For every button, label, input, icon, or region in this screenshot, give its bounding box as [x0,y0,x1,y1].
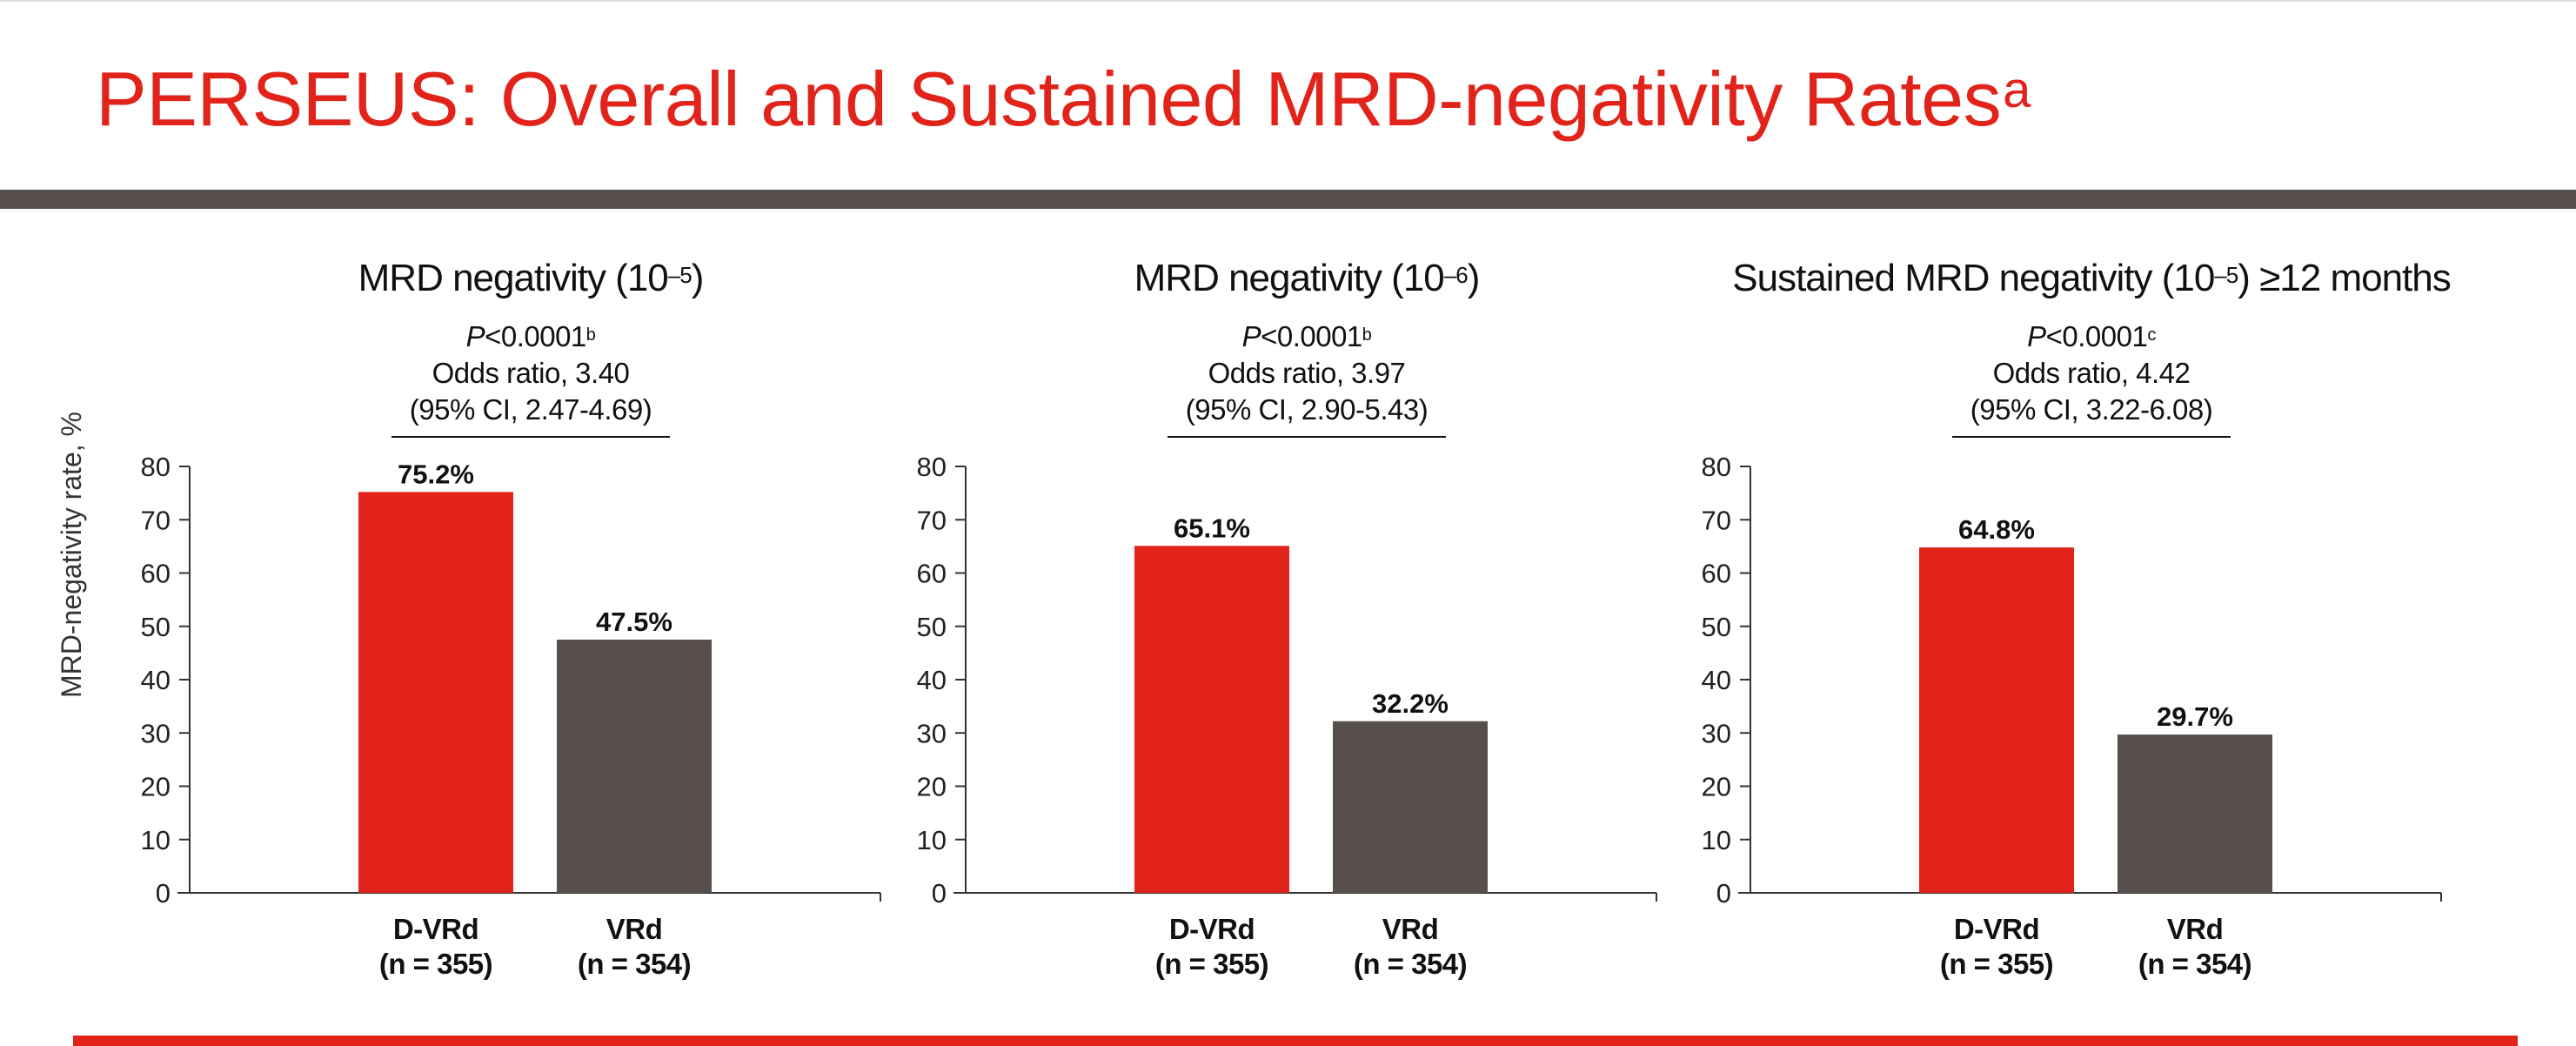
y-tick-label: 50 [917,612,947,642]
y-tick-label: 50 [1702,612,1731,642]
y-tick-label: 70 [1702,505,1731,535]
bar-vrd [1333,721,1488,893]
panel-title: MRD negativity (10–5) [358,257,705,299]
y-axis-label: MRD-negativity rate, % [56,412,87,698]
data-label: 32.2% [1372,688,1449,719]
y-tick-label: 20 [917,772,947,802]
y-tick-label: 50 [141,612,171,642]
data-label: 64.8% [1958,514,2035,545]
odds-ratio: Odds ratio, 4.42 [1992,357,2191,389]
y-tick-label: 0 [1716,878,1731,909]
category-label-vrd: VRd (n = 354) [577,913,692,980]
slide-title-footnote: a [2003,62,2031,118]
category-label-dvrd: D-VRd (n = 355) [1154,913,1269,980]
y-tick-label: 60 [141,559,171,589]
bar-d-vrd [1134,546,1289,893]
data-label: 65.1% [1174,513,1250,543]
confidence-interval: (95% CI, 2.90-5.43) [1185,393,1429,426]
data-label: 75.2% [398,459,474,489]
y-tick-label: 20 [141,772,171,802]
category-label-dvrd: D-VRd (n = 355) [1939,913,2054,980]
chart-panel-sustained-mrd: Sustained MRD negativity (10–5) ≥12 mont… [1702,252,2500,1009]
bar-vrd [2118,734,2272,893]
y-tick-label: 70 [141,505,171,535]
y-tick-label: 0 [156,878,171,909]
footer-bar [73,1036,2518,1046]
y-tick-label: 0 [932,878,947,909]
panel-title: MRD negativity (10–6) [1134,257,1481,299]
y-tick-label: 80 [917,452,947,482]
chart-panel-mrd-10-6: MRD negativity (10–6) P<0.0001b Odds rat… [917,252,1716,1009]
category-label-dvrd: D-VRd (n = 355) [378,913,493,980]
y-tick-label: 30 [141,718,171,748]
top-divider [0,0,2576,2]
category-label-vrd: VRd (n = 354) [2138,913,2252,980]
slide-title: PERSEUS: Overall and Sustained MRD-negat… [96,47,2031,151]
y-tick-label: 30 [917,718,947,748]
y-tick-label: 20 [1702,772,1731,802]
odds-ratio: Odds ratio, 3.40 [432,357,630,389]
bar-d-vrd [358,492,513,893]
bar-chart-svg: 0 10 20 30 40 50 60 70 80 65.1% 32.2% [917,436,1657,909]
stats-block: P<0.0001b Odds ratio, 3.40 (95% CI, 2.47… [139,318,922,428]
stats-block: P<0.0001b Odds ratio, 3.97 (95% CI, 2.90… [915,318,1698,428]
y-tick-label: 40 [141,665,171,695]
y-tick-label: 70 [917,505,947,535]
bar-d-vrd [1919,547,2074,893]
confidence-interval: (95% CI, 3.22-6.08) [1970,393,2213,426]
slide-title-text: PERSEUS: Overall and Sustained MRD-negat… [96,56,2002,142]
y-tick-label: 10 [1702,825,1731,855]
bar-chart-svg: 0 10 20 30 40 50 60 70 80 75.2% 47.5% [141,436,881,909]
y-tick-label: 80 [141,452,171,482]
panel-title: Sustained MRD negativity (10–5) ≥12 mont… [1732,257,2451,299]
bar-vrd [557,640,712,893]
header-divider-bar [0,190,2576,209]
odds-ratio: Odds ratio, 3.97 [1208,357,1406,389]
data-label: 29.7% [2157,701,2233,732]
data-label: 47.5% [596,607,672,637]
confidence-interval: (95% CI, 2.47-4.69) [409,393,652,426]
y-tick-label: 10 [141,825,171,855]
y-tick-label: 60 [917,559,947,589]
y-tick-label: 40 [1702,665,1731,695]
category-label-vrd: VRd (n = 354) [1353,913,1468,980]
p-value: P<0.0001b [1241,320,1372,352]
y-tick-label: 10 [917,825,947,855]
p-value: P<0.0001b [465,320,596,352]
stats-block: P<0.0001c Odds ratio, 4.42 (95% CI, 3.22… [1700,318,2483,428]
bar-chart-svg: 0 10 20 30 40 50 60 70 80 64.8% 29.7% [1702,436,2442,909]
y-tick-label: 60 [1702,559,1731,589]
p-value: P<0.0001c [2027,320,2156,352]
chart-panel-mrd-10-5: MRD negativity (10–5) P<0.0001b Odds rat… [141,252,940,1009]
y-tick-label: 80 [1702,452,1731,482]
y-tick-label: 40 [917,665,947,695]
y-tick-label: 30 [1702,718,1731,748]
